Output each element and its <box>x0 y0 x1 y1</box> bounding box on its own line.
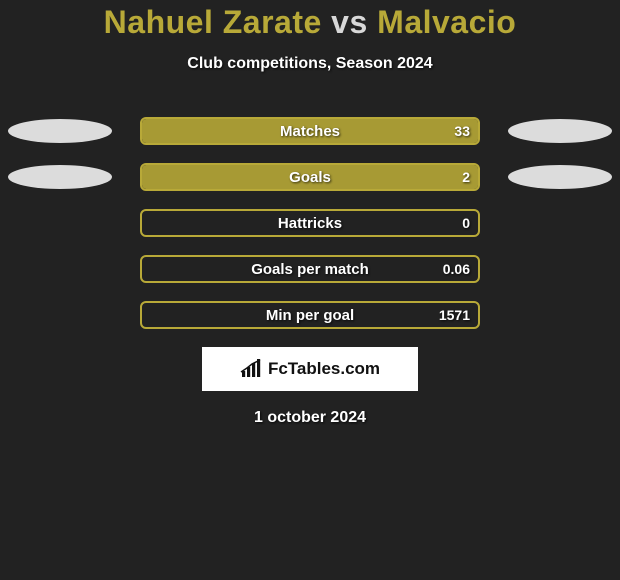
stat-row: Matches33 <box>0 117 620 145</box>
logo-box: FcTables.com <box>202 347 418 391</box>
stat-value: 0 <box>462 211 470 235</box>
title-player1: Nahuel Zarate <box>104 4 322 40</box>
stat-bar: Min per goal1571 <box>140 301 480 329</box>
stat-label: Min per goal <box>142 303 478 327</box>
title-player2: Malvacio <box>377 4 516 40</box>
stat-bar: Goals2 <box>140 163 480 191</box>
stat-bar-fill <box>142 165 478 189</box>
right-ellipse <box>508 119 612 143</box>
stat-value: 1571 <box>439 303 470 327</box>
stat-bar-fill <box>142 119 478 143</box>
left-ellipse <box>8 119 112 143</box>
right-ellipse <box>508 165 612 189</box>
subtitle: Club competitions, Season 2024 <box>0 55 620 73</box>
stat-row: Goals2 <box>0 163 620 191</box>
stat-label: Hattricks <box>142 211 478 235</box>
stat-row: Min per goal1571 <box>0 301 620 329</box>
page-title: Nahuel Zarate vs Malvacio <box>0 4 620 41</box>
comparison-infographic: Nahuel Zarate vs Malvacio Club competiti… <box>0 0 620 427</box>
stat-rows: Matches33 Goals2 Hattricks0 Goals per match… <box>0 117 620 329</box>
date-label: 1 october 2024 <box>0 409 620 427</box>
bar-chart-icon <box>240 359 264 379</box>
title-vs: vs <box>322 4 377 40</box>
stat-bar: Hattricks0 <box>140 209 480 237</box>
stat-row: Hattricks0 <box>0 209 620 237</box>
stat-label: Goals per match <box>142 257 478 281</box>
stat-bar: Matches33 <box>140 117 480 145</box>
left-ellipse <box>8 165 112 189</box>
stat-row: Goals per match0.06 <box>0 255 620 283</box>
stat-bar: Goals per match0.06 <box>140 255 480 283</box>
stat-value: 0.06 <box>443 257 470 281</box>
logo-text: FcTables.com <box>268 359 380 379</box>
